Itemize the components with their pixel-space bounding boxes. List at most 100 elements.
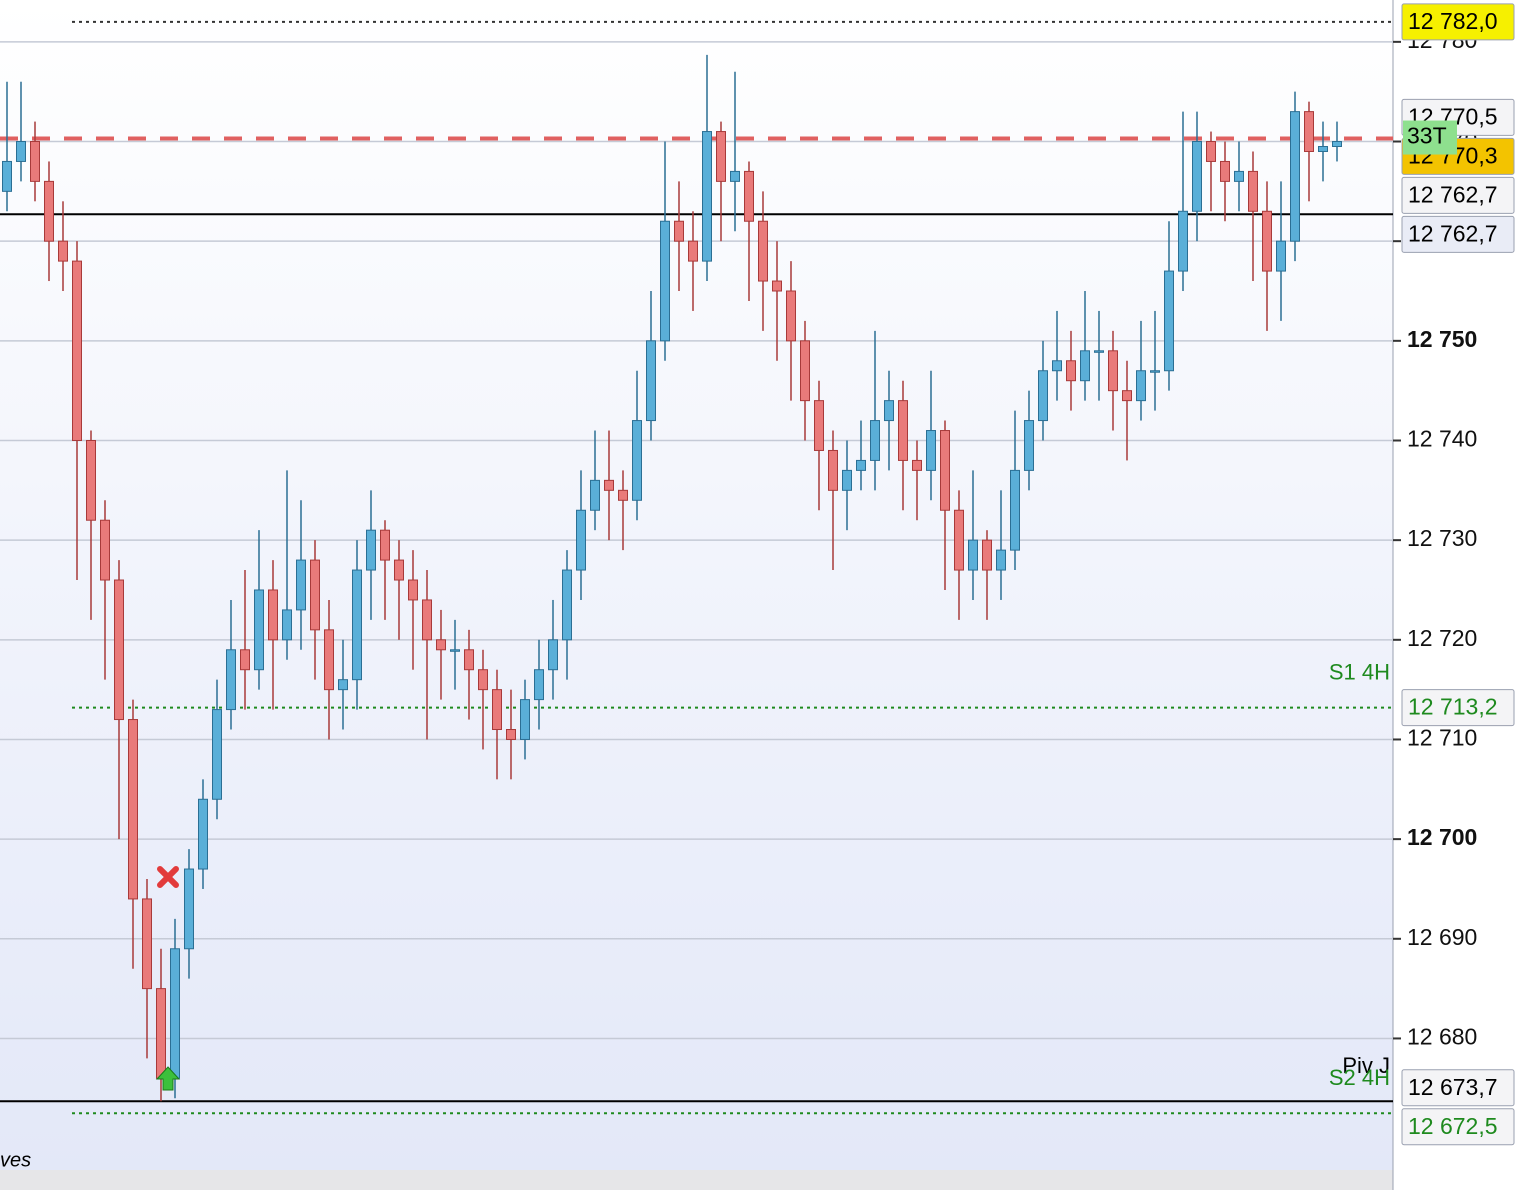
- candle-body: [30, 141, 40, 182]
- candle-body: [1220, 160, 1230, 182]
- candle-body: [226, 649, 236, 711]
- candle-body: [1164, 270, 1174, 372]
- candle-body: [758, 220, 768, 282]
- y-tick-label: 12 700: [1407, 824, 1477, 850]
- candle-body: [884, 400, 894, 422]
- candle-body: [1290, 111, 1300, 242]
- price-label-box: [1401, 176, 1515, 214]
- candle-body: [44, 180, 54, 242]
- candle-body: [590, 479, 600, 511]
- candle-body: [688, 240, 698, 262]
- candle-body: [478, 669, 488, 691]
- candle-body: [562, 569, 572, 641]
- candle-body: [912, 459, 922, 471]
- footer-text: ves: [0, 1149, 31, 1171]
- candle-body: [618, 489, 628, 501]
- candle-body: [1038, 370, 1048, 422]
- candle-body: [436, 639, 446, 651]
- candle-body: [1318, 145, 1328, 152]
- candle-body: [940, 430, 950, 511]
- candle-body: [1178, 210, 1188, 272]
- candle-body: [366, 529, 376, 571]
- plot-background: [0, 0, 1393, 1170]
- candle-body: [646, 340, 656, 422]
- y-tick-label: 12 690: [1407, 924, 1477, 950]
- candle-body: [786, 290, 796, 342]
- candle-body: [156, 988, 166, 1079]
- candle-body: [422, 599, 432, 641]
- candle-body: [100, 519, 110, 581]
- candle-body: [534, 669, 544, 701]
- candle-body: [772, 280, 782, 292]
- candle-body: [744, 170, 754, 222]
- candle-body: [576, 509, 586, 571]
- candle-body: [296, 559, 306, 611]
- candle-body: [198, 798, 208, 870]
- candle-body: [660, 220, 670, 342]
- candle-body: [968, 539, 978, 571]
- y-tick-label: 12 710: [1407, 725, 1477, 751]
- candle-body: [170, 948, 180, 1079]
- price-label-box: [1401, 3, 1515, 41]
- level-tag: 33T: [1407, 123, 1447, 149]
- candle-body: [702, 131, 712, 262]
- level-name: S2 4H: [1329, 1065, 1390, 1090]
- price-label: 12 762,7: [1408, 181, 1498, 207]
- price-label: 12 672,5: [1408, 1113, 1498, 1139]
- candle-body: [310, 559, 320, 631]
- candle-body: [1262, 210, 1272, 272]
- candle-body: [1332, 141, 1342, 147]
- candle-body: [184, 868, 194, 950]
- candle-body: [800, 340, 810, 402]
- candle-body: [1304, 111, 1314, 152]
- price-label-box: [1401, 689, 1515, 727]
- candle-body: [1206, 141, 1216, 162]
- candle-body: [464, 649, 474, 671]
- candle-body: [856, 459, 866, 471]
- price-label-box: [1401, 1108, 1515, 1146]
- candle-body: [86, 439, 96, 521]
- candle-body: [716, 131, 726, 182]
- candle-body: [2, 160, 12, 192]
- candle-body: [926, 430, 936, 471]
- candle-body: [254, 589, 264, 671]
- price-label: 12 673,7: [1408, 1074, 1498, 1100]
- candle-body: [58, 240, 68, 262]
- candle-body: [1066, 360, 1076, 382]
- candle-body: [1192, 141, 1202, 212]
- candle-body: [1136, 370, 1146, 402]
- candle-body: [450, 649, 460, 652]
- y-tick-label: 12 720: [1407, 625, 1477, 651]
- candle-body: [394, 559, 404, 581]
- candle-body: [604, 479, 614, 491]
- candle-body: [1150, 370, 1160, 373]
- candle-body: [352, 569, 362, 681]
- candle-body: [954, 509, 964, 571]
- candle-body: [632, 420, 642, 501]
- bottom-strip: [0, 1170, 1393, 1190]
- candle-body: [1122, 390, 1132, 402]
- price-label-box: [1401, 1069, 1515, 1107]
- candle-body: [1234, 170, 1244, 182]
- candle-body: [128, 719, 138, 900]
- candle-body: [1052, 360, 1062, 372]
- candle-body: [520, 699, 530, 740]
- candle-body: [16, 141, 26, 162]
- price-label: 12 762,7: [1408, 220, 1498, 246]
- price-label: 12 782,0: [1408, 8, 1498, 34]
- candle-body: [548, 639, 558, 671]
- candle-body: [1094, 350, 1104, 353]
- candle-body: [1276, 240, 1286, 272]
- candle-body: [72, 260, 82, 441]
- level-tag-box: [1403, 120, 1457, 155]
- candle-body: [1080, 350, 1090, 382]
- y-tick-label: 12 750: [1407, 326, 1477, 352]
- candle-body: [828, 449, 838, 491]
- candle-body: [996, 549, 1006, 571]
- candle-body: [842, 469, 852, 491]
- candle-body: [338, 679, 348, 691]
- candle-body: [268, 589, 278, 641]
- y-tick-label: 12 680: [1407, 1024, 1477, 1050]
- candle-body: [282, 609, 292, 641]
